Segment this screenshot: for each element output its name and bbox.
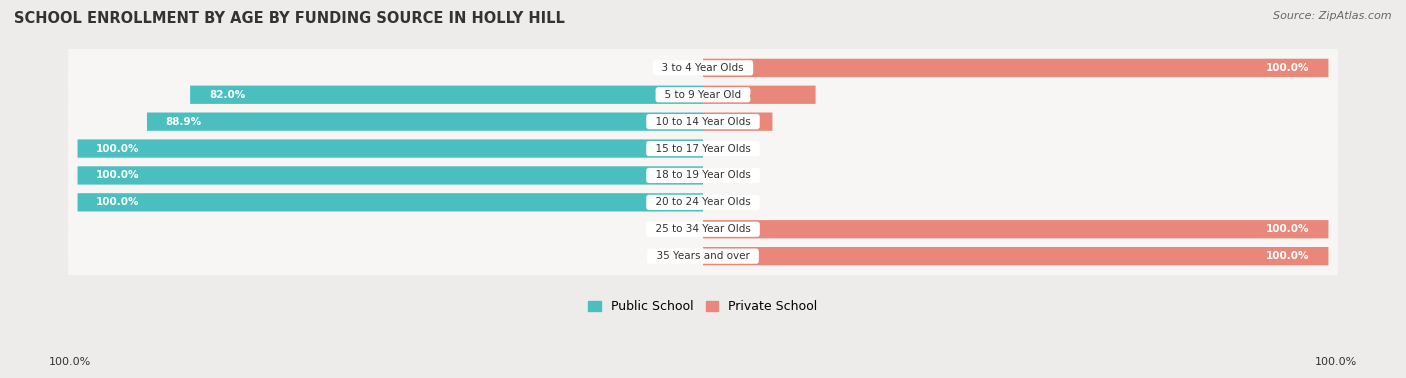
Text: 10 to 14 Year Olds: 10 to 14 Year Olds — [650, 117, 756, 127]
FancyBboxPatch shape — [148, 113, 703, 131]
Text: 5 to 9 Year Old: 5 to 9 Year Old — [658, 90, 748, 100]
Text: 0.0%: 0.0% — [661, 224, 690, 234]
Text: 20 to 24 Year Olds: 20 to 24 Year Olds — [650, 197, 756, 208]
FancyBboxPatch shape — [67, 153, 1339, 252]
Text: 100.0%: 100.0% — [1267, 251, 1310, 261]
Text: 0.0%: 0.0% — [716, 197, 745, 208]
Text: 100.0%: 100.0% — [49, 357, 91, 367]
FancyBboxPatch shape — [703, 247, 1329, 265]
Text: 0.0%: 0.0% — [716, 170, 745, 180]
FancyBboxPatch shape — [67, 180, 1339, 279]
Text: 15 to 17 Year Olds: 15 to 17 Year Olds — [648, 144, 758, 153]
FancyBboxPatch shape — [703, 59, 1329, 77]
Text: SCHOOL ENROLLMENT BY AGE BY FUNDING SOURCE IN HOLLY HILL: SCHOOL ENROLLMENT BY AGE BY FUNDING SOUR… — [14, 11, 565, 26]
Text: 100.0%: 100.0% — [1315, 357, 1357, 367]
Text: 0.0%: 0.0% — [661, 63, 690, 73]
Text: 25 to 34 Year Olds: 25 to 34 Year Olds — [648, 224, 758, 234]
Text: 82.0%: 82.0% — [209, 90, 245, 100]
Text: 100.0%: 100.0% — [96, 197, 139, 208]
FancyBboxPatch shape — [77, 193, 703, 212]
FancyBboxPatch shape — [67, 207, 1339, 306]
FancyBboxPatch shape — [67, 19, 1339, 117]
FancyBboxPatch shape — [77, 166, 703, 184]
FancyBboxPatch shape — [67, 99, 1339, 198]
Text: 0.0%: 0.0% — [661, 251, 690, 261]
Text: 11.1%: 11.1% — [716, 117, 752, 127]
FancyBboxPatch shape — [703, 220, 1329, 239]
Text: 3 to 4 Year Olds: 3 to 4 Year Olds — [655, 63, 751, 73]
Text: 18 to 19 Year Olds: 18 to 19 Year Olds — [648, 170, 758, 180]
FancyBboxPatch shape — [703, 85, 815, 104]
FancyBboxPatch shape — [703, 113, 772, 131]
Text: 100.0%: 100.0% — [1267, 224, 1310, 234]
FancyBboxPatch shape — [67, 45, 1339, 144]
FancyBboxPatch shape — [190, 85, 703, 104]
Text: 35 Years and over: 35 Years and over — [650, 251, 756, 261]
Text: 0.0%: 0.0% — [716, 144, 745, 153]
Legend: Public School, Private School: Public School, Private School — [583, 296, 823, 318]
Text: Source: ZipAtlas.com: Source: ZipAtlas.com — [1274, 11, 1392, 21]
Text: 88.9%: 88.9% — [166, 117, 202, 127]
Text: 100.0%: 100.0% — [96, 144, 139, 153]
FancyBboxPatch shape — [77, 139, 703, 158]
FancyBboxPatch shape — [67, 126, 1339, 225]
Text: 100.0%: 100.0% — [1267, 63, 1310, 73]
FancyBboxPatch shape — [67, 72, 1339, 171]
Text: 18.0%: 18.0% — [716, 90, 752, 100]
Text: 100.0%: 100.0% — [96, 170, 139, 180]
